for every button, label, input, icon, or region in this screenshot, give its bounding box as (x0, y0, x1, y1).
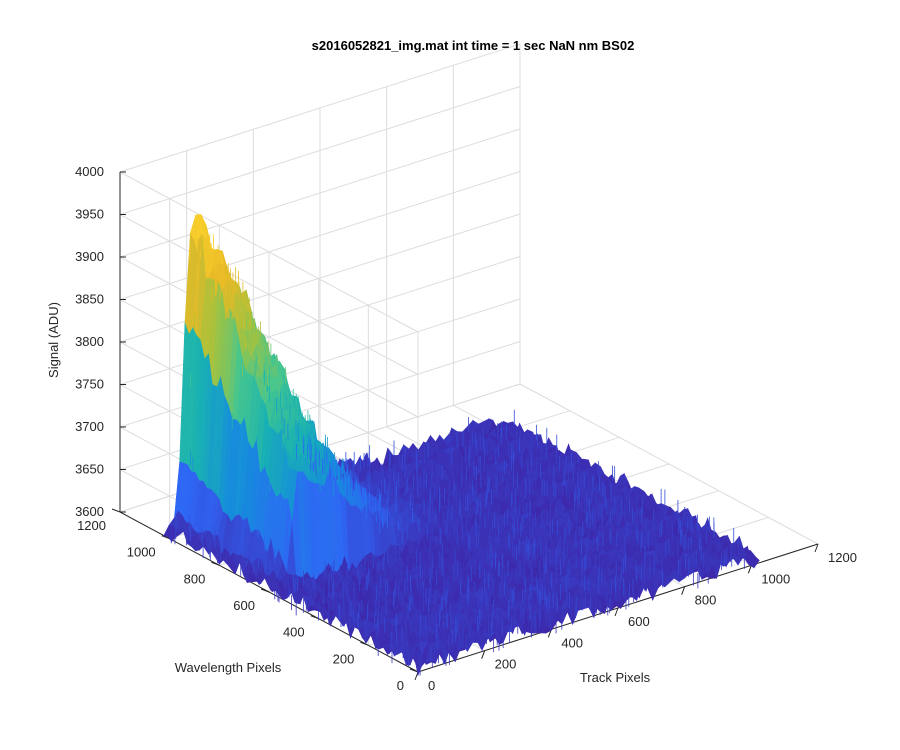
x-tick-mark (747, 565, 752, 574)
y-tick-mark (260, 588, 270, 593)
x-tick-mark (614, 607, 619, 617)
gridline-back-wall-z (119, 43, 521, 173)
gridline-back-wall-z (119, 86, 521, 215)
x-tick-mark (481, 650, 486, 659)
y-tick-mark (360, 641, 369, 646)
y-tick-mark (111, 508, 121, 513)
x-tick-mark (681, 586, 686, 595)
y-tick-mark (409, 668, 419, 673)
y-tick-mark (161, 535, 170, 540)
gridline-side-wall-z (119, 171, 419, 333)
x-tick-mark (814, 543, 819, 553)
gridline-back-wall-z (119, 171, 521, 300)
surface-mesh (163, 214, 760, 677)
gridline-back-wall-z (119, 128, 521, 258)
y-tick-mark (310, 615, 319, 620)
gridline-side-wall-z (119, 214, 419, 375)
y-tick-mark (211, 561, 220, 566)
gridline-side-wall-z (119, 256, 419, 418)
